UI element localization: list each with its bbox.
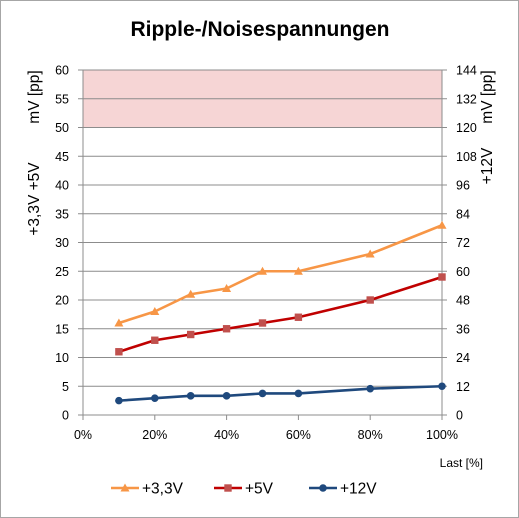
y-left-tick-label: 50 bbox=[55, 121, 69, 135]
y-right-tick-label: 24 bbox=[456, 351, 470, 365]
data-point bbox=[222, 284, 232, 292]
y-right-tick-label: 96 bbox=[456, 179, 470, 193]
data-point bbox=[365, 249, 375, 258]
x-tick-label: 60% bbox=[286, 428, 311, 442]
data-point bbox=[222, 392, 231, 400]
series-line bbox=[118, 275, 443, 353]
data-point bbox=[187, 330, 195, 339]
y-right-tick-label: 108 bbox=[456, 150, 477, 164]
data-point bbox=[438, 273, 446, 281]
data-point bbox=[115, 348, 123, 356]
y-right-tick-label: 12 bbox=[456, 380, 470, 394]
data-point bbox=[186, 289, 196, 298]
y-right-tick-label: 120 bbox=[456, 121, 477, 135]
data-point bbox=[293, 266, 303, 275]
legend-item: +3,3V bbox=[111, 481, 184, 498]
legend-item: +12V bbox=[309, 481, 377, 498]
y-left-tick-label: 35 bbox=[55, 207, 69, 221]
data-point bbox=[294, 389, 303, 398]
y-left-tick-label: 55 bbox=[55, 92, 69, 106]
y-left-tick-label: 40 bbox=[55, 179, 69, 193]
legend-label: +12V bbox=[340, 481, 377, 498]
legend-marker bbox=[319, 484, 327, 492]
data-point bbox=[115, 396, 123, 405]
y-right-tick-label: 36 bbox=[456, 322, 470, 336]
y-left-tick-label: 30 bbox=[55, 236, 69, 250]
chart-title: Ripple-/Noisespannungen bbox=[130, 18, 389, 41]
y-axis-right-title-line2: mV [pp] bbox=[479, 70, 496, 123]
y-left-tick-label: 5 bbox=[62, 380, 69, 394]
series-0 bbox=[114, 220, 447, 327]
y-axis-left-title-line1: +3,3V +5V bbox=[26, 162, 43, 236]
y-right-tick-label: 0 bbox=[456, 409, 463, 423]
data-point bbox=[258, 266, 267, 275]
data-point bbox=[438, 382, 446, 391]
x-tick-label: 20% bbox=[142, 428, 167, 442]
data-point bbox=[151, 394, 159, 403]
y-left-tick-label: 60 bbox=[55, 64, 69, 78]
y-left-tick-label: 10 bbox=[55, 351, 69, 365]
y-right-tick-label: 84 bbox=[456, 207, 470, 221]
legend-marker bbox=[224, 484, 232, 492]
y-left-tick-label: 0 bbox=[62, 409, 69, 423]
data-point bbox=[437, 220, 447, 229]
data-point bbox=[114, 318, 124, 327]
x-tick-label: 40% bbox=[214, 428, 239, 442]
x-tick-label: 80% bbox=[358, 428, 383, 442]
y-right-tick-label: 72 bbox=[456, 236, 470, 250]
y-axis-left-title-line2: mV [pp] bbox=[26, 70, 43, 123]
y-right-tick-label: 132 bbox=[456, 92, 477, 106]
y-left-tick-label: 25 bbox=[55, 265, 69, 279]
x-tick-label: 100% bbox=[426, 428, 458, 442]
y-left-tick-label: 15 bbox=[55, 322, 69, 336]
series-1 bbox=[115, 273, 446, 356]
data-point bbox=[151, 336, 159, 344]
series-line bbox=[118, 224, 443, 325]
x-tick-label: 0% bbox=[74, 428, 92, 442]
data-point bbox=[258, 389, 267, 398]
legend: +3,3V +5V +12V bbox=[111, 481, 377, 498]
y-right-tick-label: 48 bbox=[456, 294, 470, 308]
x-axis-title: Last [%] bbox=[440, 456, 483, 470]
data-point bbox=[222, 325, 231, 333]
data-point bbox=[294, 313, 303, 321]
y-left-tick-label: 45 bbox=[55, 150, 69, 164]
legend-marker bbox=[120, 483, 130, 492]
y-right-tick-label: 144 bbox=[456, 64, 477, 78]
legend-item: +5V bbox=[214, 481, 274, 498]
data-point bbox=[150, 307, 160, 315]
y-left-tick-label: 20 bbox=[55, 294, 69, 308]
series-2 bbox=[115, 382, 446, 405]
data-point bbox=[186, 392, 195, 400]
data-point bbox=[366, 296, 374, 304]
y-axis-right-title-line1: +12V bbox=[479, 147, 496, 184]
y-right-tick-label: 60 bbox=[456, 265, 470, 279]
legend-label: +5V bbox=[245, 481, 274, 498]
legend-label: +3,3V bbox=[142, 481, 184, 498]
series-line bbox=[118, 384, 443, 402]
data-point bbox=[258, 319, 267, 327]
data-point bbox=[366, 384, 375, 393]
